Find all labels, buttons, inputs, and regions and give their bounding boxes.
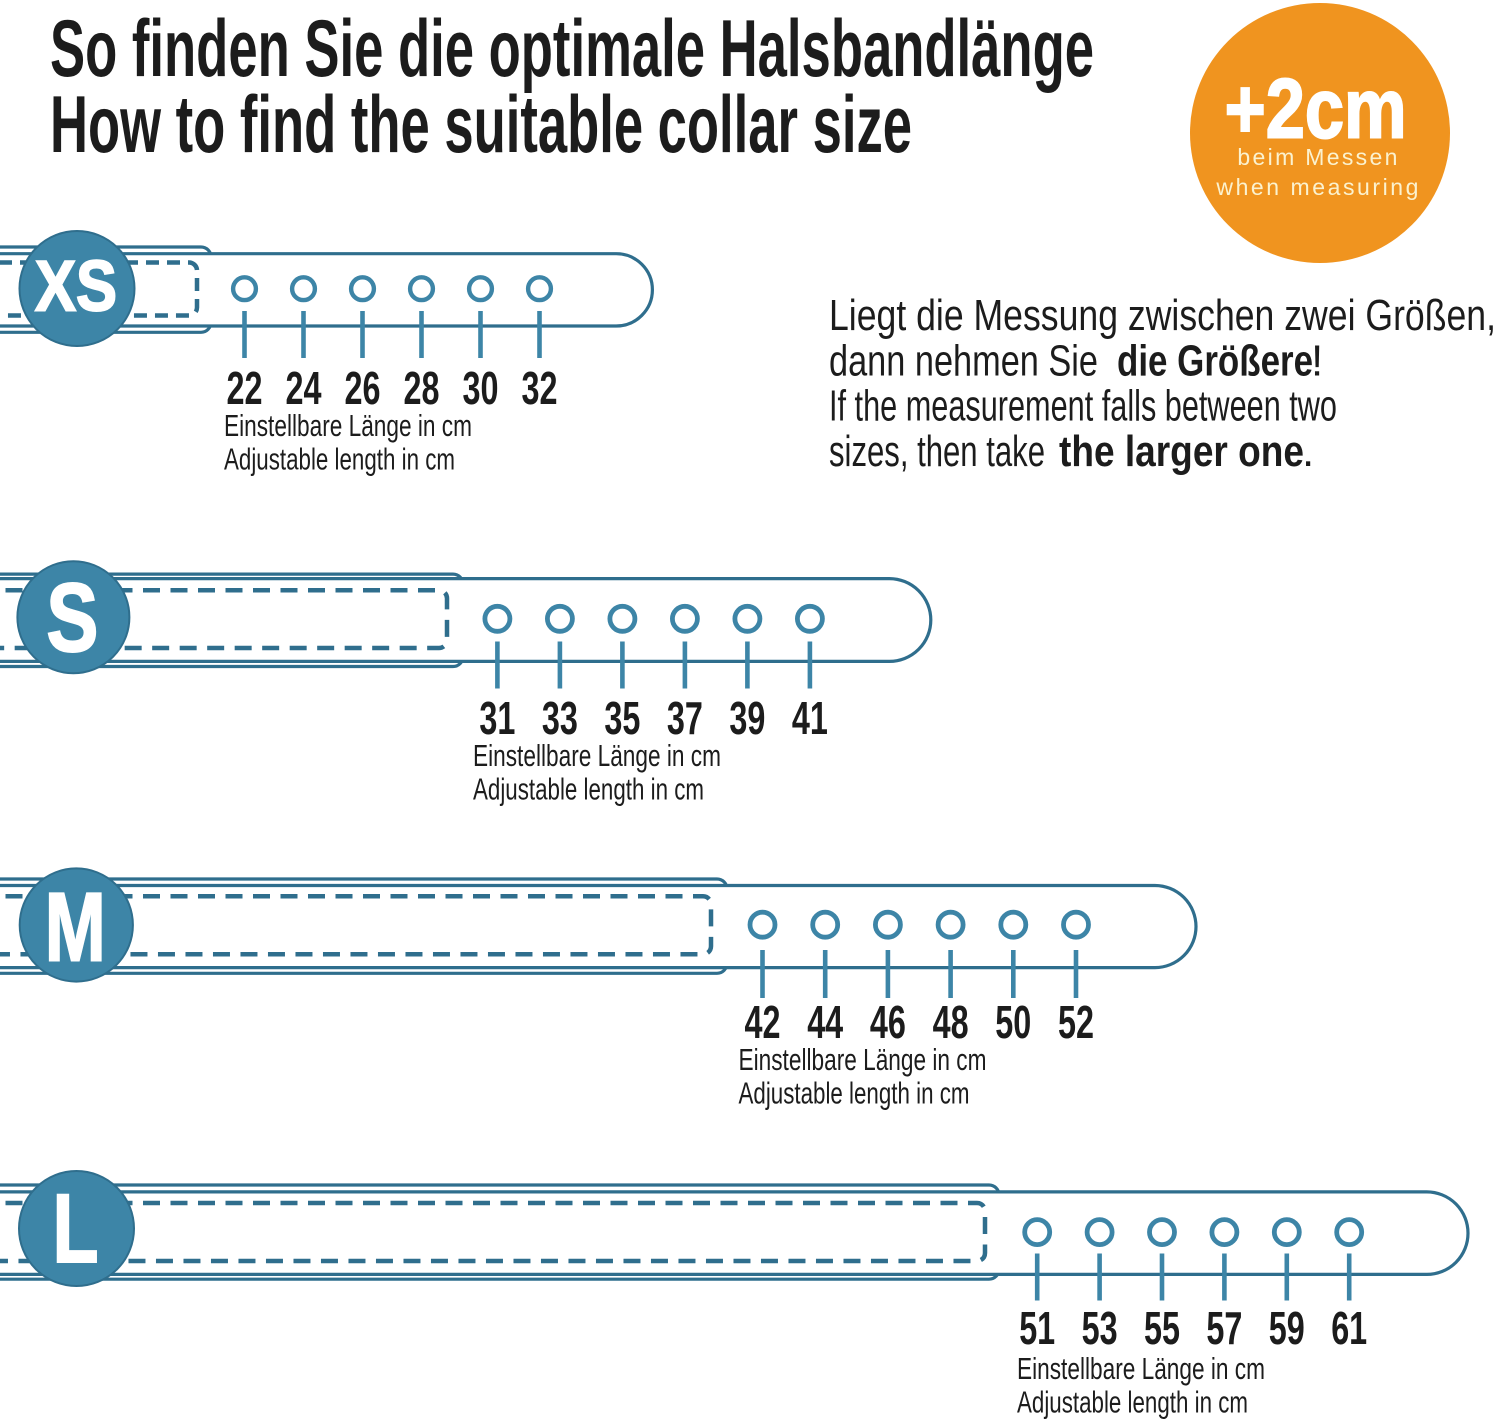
- svg-text:50: 50: [995, 996, 1031, 1048]
- svg-text:Einstellbare Länge in cm: Einstellbare Länge in cm: [473, 738, 721, 773]
- svg-text:XS: XS: [35, 248, 117, 327]
- svg-text:31: 31: [479, 692, 515, 744]
- svg-text:.: .: [1302, 427, 1314, 476]
- svg-text:41: 41: [792, 692, 828, 744]
- svg-text:Adjustable length in cm: Adjustable length in cm: [473, 772, 704, 807]
- svg-text:Einstellbare Länge in cm: Einstellbare Länge in cm: [224, 408, 472, 443]
- svg-text:!: !: [1311, 337, 1323, 386]
- svg-text:33: 33: [542, 692, 578, 744]
- svg-text:44: 44: [807, 996, 843, 1048]
- svg-text:52: 52: [1058, 996, 1094, 1048]
- svg-text:dann nehmen Sie: dann nehmen Sie: [829, 337, 1098, 386]
- svg-text:32: 32: [522, 362, 558, 414]
- svg-text:35: 35: [604, 692, 640, 744]
- svg-text:Einstellbare Länge in cm: Einstellbare Länge in cm: [739, 1042, 987, 1077]
- svg-text:39: 39: [729, 692, 765, 744]
- svg-text:Adjustable length in cm: Adjustable length in cm: [739, 1076, 970, 1111]
- svg-text:beim Messen: beim Messen: [1237, 144, 1397, 170]
- svg-text:sizes, then take: sizes, then take: [829, 427, 1045, 476]
- svg-text:61: 61: [1331, 1302, 1367, 1354]
- svg-text:57: 57: [1206, 1302, 1242, 1354]
- svg-text:37: 37: [667, 692, 703, 744]
- svg-text:M: M: [45, 873, 106, 982]
- svg-text:46: 46: [870, 996, 906, 1048]
- svg-text:+2cm: +2cm: [1225, 61, 1407, 155]
- svg-text:48: 48: [933, 996, 969, 1048]
- svg-text:26: 26: [345, 362, 381, 414]
- svg-text:S: S: [46, 563, 98, 672]
- svg-text:L: L: [53, 1174, 99, 1283]
- svg-text:28: 28: [404, 362, 440, 414]
- svg-text:Einstellbare Länge in cm: Einstellbare Länge in cm: [1017, 1351, 1265, 1386]
- svg-text:55: 55: [1144, 1302, 1180, 1354]
- svg-text:53: 53: [1082, 1302, 1118, 1354]
- svg-text:How to find the suitable colla: How to find the suitable collar size: [50, 80, 912, 170]
- svg-text:If the measurement falls betwe: If the measurement falls between two: [829, 382, 1337, 431]
- svg-text:the larger one: the larger one: [1059, 427, 1304, 476]
- svg-text:Adjustable length in cm: Adjustable length in cm: [1017, 1385, 1248, 1420]
- svg-text:Adjustable length in cm: Adjustable length in cm: [224, 442, 455, 477]
- svg-text:59: 59: [1269, 1302, 1305, 1354]
- svg-text:die Größere: die Größere: [1117, 337, 1313, 386]
- svg-text:30: 30: [463, 362, 499, 414]
- svg-text:Liegt die Messung zwischen zwe: Liegt die Messung zwischen zwei Größen,: [829, 291, 1496, 340]
- svg-text:So finden Sie die optimale Hal: So finden Sie die optimale Halsbandlänge: [50, 4, 1094, 94]
- svg-text:51: 51: [1019, 1302, 1055, 1354]
- svg-text:22: 22: [227, 362, 263, 414]
- svg-text:24: 24: [286, 362, 322, 414]
- svg-text:42: 42: [745, 996, 781, 1048]
